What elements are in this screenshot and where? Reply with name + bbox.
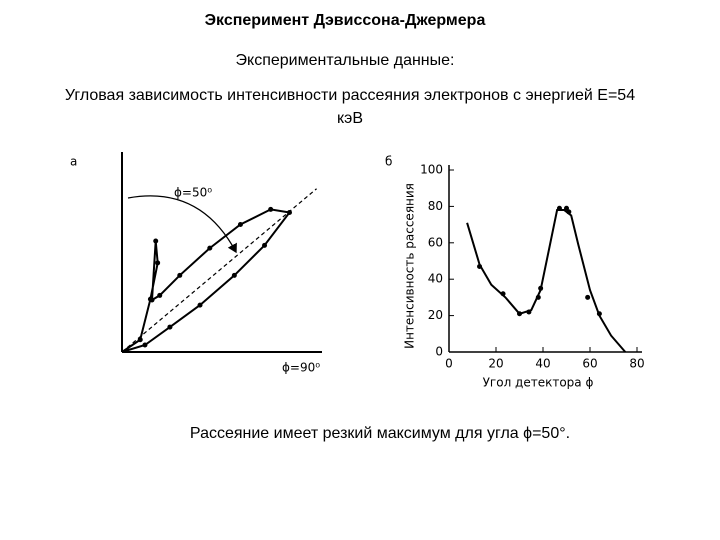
data-point xyxy=(564,205,569,211)
data-point xyxy=(231,272,237,278)
panel-label: б xyxy=(385,155,392,169)
x-tick-label: 20 xyxy=(488,357,503,371)
data-point xyxy=(137,337,143,343)
data-point xyxy=(157,292,163,298)
data-point xyxy=(538,285,544,291)
x-axis-label: Угол детектора ϕ xyxy=(483,376,594,390)
data-point xyxy=(142,342,148,348)
data-point xyxy=(207,245,213,251)
angle-label: ϕ=90⁰ xyxy=(282,361,320,375)
data-point xyxy=(526,309,532,315)
data-point xyxy=(177,272,183,278)
data-point xyxy=(556,205,562,211)
data-point xyxy=(155,260,161,266)
x-tick-label: 40 xyxy=(535,357,550,371)
y-axis-label: Интенсивность рассеяния xyxy=(403,183,417,349)
data-point xyxy=(147,296,153,302)
data-point xyxy=(153,238,159,244)
data-point xyxy=(585,294,591,300)
angle-label: ϕ=50⁰ xyxy=(174,186,212,200)
rotation-arrow xyxy=(127,195,237,254)
data-point xyxy=(596,311,602,317)
charts: аϕ=0⁰ϕ=50⁰ϕ=90⁰б020406080100020406080Уго… xyxy=(70,152,645,390)
x-tick-label: 80 xyxy=(629,357,644,371)
intensity-curve xyxy=(121,208,292,353)
x-tick-label: 0 xyxy=(445,357,453,371)
y-tick-label: 80 xyxy=(428,199,443,213)
panel-label: а xyxy=(70,155,77,169)
data-point xyxy=(566,209,572,215)
y-tick-label: 0 xyxy=(435,345,443,359)
data-point xyxy=(262,242,268,248)
subtitle: Экспериментальные данные: xyxy=(235,52,455,69)
data-point xyxy=(197,302,203,308)
data-point xyxy=(167,324,173,330)
reference-line xyxy=(121,188,317,353)
y-tick-label: 60 xyxy=(428,235,443,249)
data-point xyxy=(477,263,483,269)
x-tick-label: 60 xyxy=(582,357,597,371)
description: Угловая зависимость интенсивности рассея… xyxy=(64,87,636,127)
y-tick-label: 20 xyxy=(428,308,443,322)
data-point xyxy=(237,222,243,228)
intensity-curve xyxy=(466,209,627,353)
data-point xyxy=(535,294,541,300)
data-point xyxy=(500,291,506,297)
y-tick-label: 100 xyxy=(420,163,443,177)
data-point xyxy=(286,209,292,215)
conclusion: Рассеяние имеет резкий максимум для угла… xyxy=(189,425,571,442)
y-tick-label: 40 xyxy=(428,272,443,286)
title: Эксперимент Дэвиссона-Джермера xyxy=(204,12,486,29)
data-point xyxy=(268,206,274,212)
data-point xyxy=(517,311,522,317)
